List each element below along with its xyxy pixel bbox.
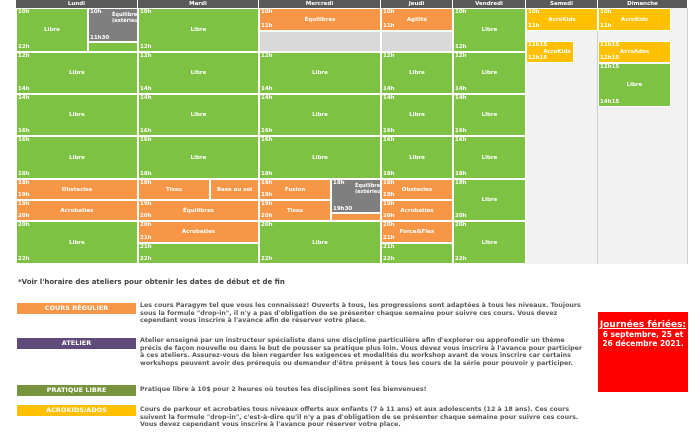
vendredi-libre-5: 18h Libre 20h — [453, 179, 526, 221]
jeudi-agilite: 10h Agilité 11h — [381, 8, 453, 31]
legend-cours-regulier-text: Les cours Paragym tel que vous les conna… — [140, 302, 581, 325]
vendredi-libre-2: 12h Libre 14h — [453, 52, 526, 94]
mardi-base-au-sol: Base au sol — [210, 179, 259, 200]
lundi-equilibres-exterieur: 10h Équilibres (extérieur) 11h30 — [88, 8, 143, 42]
mardi-equilibres: 19h Équilibres 20h — [138, 200, 259, 221]
legend-pratique-libre-text: Pratique libre à 10$ pour 2 heures où to… — [140, 386, 427, 393]
legend-acrokids-ados-text: Cours de parkour et acrobaties tous nive… — [140, 406, 579, 429]
mercredi-gris — [259, 31, 381, 52]
holiday-title: Journées fériées: — [599, 320, 687, 330]
mardi-libre-5: 21h 22h — [138, 243, 259, 264]
jeudi-libre-5: 21h 22h — [381, 243, 453, 264]
dimanche-acrokids: 10h AcroKids 11h — [598, 8, 671, 31]
mercredi-orange-right — [331, 213, 381, 221]
jeudi-libre-4: 16h Libre 18h — [381, 136, 453, 179]
lundi-acrobaties: 19h Acrobaties 20h — [16, 200, 138, 221]
holiday-box: Journées fériées: 6 septembre, 25 et 26 … — [598, 312, 688, 392]
header-lundi: Lundi — [16, 0, 138, 8]
vendredi-libre-4: 16h Libre 18h — [453, 136, 526, 179]
lundi-libre-5: 20h Libre 22h — [16, 221, 138, 264]
legend-cours-regulier: COURS RÉGULIER — [17, 303, 136, 314]
schedule-grid: Lundi Mardi Mercredi Jeudi Vendredi Same… — [16, 0, 688, 264]
mercredi-tissu: 19h Tissu 20h — [259, 200, 331, 221]
jeudi-obstacles: 18h Obstacles 19h — [381, 179, 453, 200]
jeudi-gris — [381, 31, 453, 52]
mercredi-libre-5: 20h Libre 22h — [259, 221, 381, 264]
lundi-libre-1-right — [88, 42, 138, 52]
lundi-libre-3: 14h Libre 16h — [16, 94, 138, 136]
header-samedi: Samedi — [526, 0, 598, 8]
mercredi-libre-4: 16h Libre 18h — [259, 136, 381, 179]
mercredi-equilibres: 10h Équilibres 11h — [259, 8, 381, 31]
mercredi-equilibres-exterieur: 18h Équilibres (extérieur) 19h30 — [331, 179, 386, 213]
workshop-note: *Voir l'horaire des ateliers pour obteni… — [18, 278, 285, 286]
vendredi-libre-3: 14h Libre 16h — [453, 94, 526, 136]
jeudi-libre-2: 12h Libre 14h — [381, 52, 453, 94]
jeudi-libre-3: 14h Libre 16h — [381, 94, 453, 136]
mardi-tissu: 18h Tissu — [138, 179, 210, 200]
lundi-libre-2: 12h Libre 14h — [16, 52, 138, 94]
lundi-libre-4: 16h Libre 18h — [16, 136, 138, 179]
header-mercredi: Mercredi — [259, 0, 381, 8]
mercredi-fusion: 18h Fusion 19h — [259, 179, 331, 200]
header-mardi: Mardi — [138, 0, 259, 8]
mardi-libre-2: 12h Libre 14h — [138, 52, 259, 94]
lundi-obstacles: 18h Obstacles 19h — [16, 179, 138, 200]
lundi-libre-1: 10h Libre 12h — [16, 8, 88, 52]
mardi-libre-1: 10h Libre 12h — [138, 8, 259, 52]
samedi-acrokids: 10h AcroKids 11h — [526, 8, 598, 31]
samedi-acrokids-2: 11h15 AcroKids 12h15 — [526, 41, 574, 63]
mardi-acrobaties: 20h Acrobaties 21h — [138, 221, 259, 243]
legend-acrokids-ados: ACROKIDS/ADOS — [17, 405, 136, 416]
legend-atelier: ATELIER — [17, 338, 136, 349]
holiday-dates: 6 septembre, 25 et 26 décembre 2021. — [602, 330, 684, 348]
mercredi-libre-3: 14h Libre 16h — [259, 94, 381, 136]
jeudi-force-flex: 20h Force&Flex 21h — [381, 221, 453, 243]
vendredi-libre-1: 10h Libre 12h — [453, 8, 526, 52]
legend-pratique-libre: PRATIQUE LIBRE — [17, 385, 136, 396]
mercredi-libre-2: 12h Libre 14h — [259, 52, 381, 94]
mardi-libre-4: 16h Libre 18h — [138, 136, 259, 179]
vendredi-libre-6: 20h Libre 22h — [453, 221, 526, 264]
header-dimanche: Dimanche — [598, 0, 688, 8]
header-jeudi: Jeudi — [381, 0, 453, 8]
legend-atelier-text: Atelier enseigné par un instructeur spéc… — [140, 337, 582, 367]
dimanche-acroados: 11h15 AcroAdos 12h15 — [598, 41, 671, 63]
dimanche-libre: 12h15 Libre 14h15 — [598, 63, 671, 107]
jeudi-acrobaties: 19h Acrobaties 20h — [381, 200, 453, 221]
mardi-libre-3: 14h Libre 16h — [138, 94, 259, 136]
header-vendredi: Vendredi — [453, 0, 526, 8]
